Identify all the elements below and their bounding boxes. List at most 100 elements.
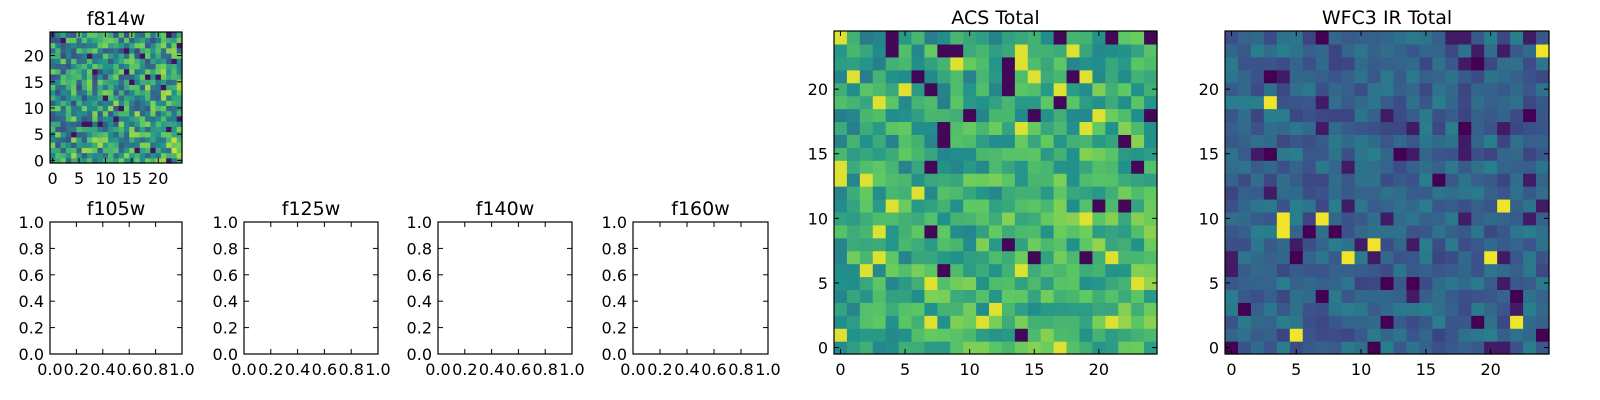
heatmap-cell	[1497, 186, 1511, 200]
heatmap-cell	[1328, 289, 1343, 303]
heatmap-cell	[76, 73, 83, 80]
x-tick-label: 5	[1291, 360, 1301, 379]
heatmap-cell	[1276, 56, 1291, 71]
heatmap-cell	[1445, 328, 1459, 342]
heatmap-cell	[97, 115, 104, 122]
heatmap-cell	[1354, 56, 1369, 71]
heatmap-cell	[834, 328, 848, 342]
heatmap-cell	[1027, 341, 1042, 355]
heatmap-cell	[1079, 95, 1093, 110]
heatmap-cell	[1001, 31, 1016, 45]
heatmap-cell	[1092, 224, 1106, 239]
heatmap-cell	[1380, 95, 1395, 110]
heatmap-cell	[1458, 95, 1472, 110]
heatmap-cell	[155, 79, 162, 85]
heatmap-cell	[834, 250, 848, 265]
heatmap-cell	[937, 147, 951, 161]
heatmap-cell	[1510, 263, 1524, 278]
x-tick-label: 10	[1351, 360, 1371, 379]
x-tick-label: 20	[1481, 360, 1501, 379]
heatmap-cell	[145, 47, 151, 54]
heatmap-cell	[1118, 43, 1132, 58]
heatmap-cell	[1118, 237, 1132, 252]
heatmap-cell	[1302, 198, 1317, 213]
heatmap-cell	[859, 302, 874, 316]
heatmap-cell	[1471, 121, 1485, 135]
heatmap-cell	[108, 157, 114, 164]
heatmap-cell	[1328, 315, 1343, 329]
heatmap-cell	[963, 56, 977, 71]
heatmap-cell	[1536, 302, 1550, 316]
heatmap-cell	[1040, 160, 1055, 174]
heatmap-cell	[834, 341, 848, 355]
heatmap-cell	[885, 250, 900, 265]
heatmap-cell	[989, 211, 1003, 226]
heatmap-cell	[1001, 121, 1016, 135]
heatmap-cell	[1027, 211, 1042, 226]
heatmap-cell	[924, 211, 938, 226]
heatmap-cell	[86, 32, 93, 38]
heatmap-cell	[76, 131, 83, 138]
heatmap-cell	[1458, 108, 1472, 123]
heatmap-cell	[1458, 341, 1472, 355]
heatmap-cell	[1027, 224, 1042, 239]
heatmap-cell	[150, 147, 157, 154]
heatmap-cell	[1419, 31, 1433, 45]
heatmap-cell	[1263, 302, 1278, 316]
heatmap-cell	[963, 276, 977, 290]
heatmap-cell	[1497, 121, 1511, 135]
heatmap-cell	[55, 37, 62, 44]
heatmap-cell	[1250, 82, 1265, 97]
heatmap-cell	[1510, 198, 1524, 213]
heatmap-cell	[1406, 237, 1420, 252]
heatmap-cell	[50, 73, 56, 80]
heatmap-cell	[911, 237, 926, 252]
heatmap-cell	[123, 32, 130, 38]
heatmap-cell	[150, 121, 157, 127]
heatmap-cell	[846, 173, 861, 187]
heatmap-cell	[1471, 69, 1485, 84]
heatmap-cell	[1289, 341, 1304, 355]
heatmap-cell	[71, 32, 77, 38]
heatmap-cell	[97, 126, 104, 133]
heatmap-cell	[1367, 302, 1382, 316]
heatmap-cell	[1131, 263, 1145, 278]
heatmap-cell	[1536, 211, 1550, 226]
heatmap-cell	[86, 37, 93, 44]
heatmap-cell	[1289, 211, 1304, 226]
heatmap-cell	[1367, 211, 1382, 226]
heatmap-cell	[1458, 121, 1472, 135]
heatmap-cell	[872, 237, 887, 252]
heatmap-cell	[65, 89, 72, 96]
heatmap-cell	[950, 134, 964, 148]
heatmap-cell	[1225, 121, 1239, 135]
heatmap-cell	[872, 56, 887, 71]
heatmap-cell	[71, 52, 77, 59]
heatmap-cell	[1341, 289, 1356, 303]
heatmap-cell	[1053, 224, 1068, 239]
heatmap-cell	[1484, 341, 1498, 355]
heatmap-cell	[859, 69, 874, 84]
heatmap-cell	[1510, 211, 1524, 226]
heatmap-cell	[92, 115, 99, 122]
heatmap-cell	[1536, 341, 1550, 355]
heatmap-cell	[1367, 250, 1382, 265]
heatmap-cell	[145, 84, 151, 91]
heatmap-cell	[129, 152, 136, 159]
heatmap-cell	[134, 152, 141, 159]
heatmap-cell	[171, 52, 178, 59]
heatmap-cell	[1263, 237, 1278, 252]
heatmap-cell	[989, 186, 1003, 200]
heatmap-cell	[989, 95, 1003, 110]
heatmap-cell	[1289, 173, 1304, 187]
heatmap-cell	[166, 32, 173, 38]
heatmap-cell	[1276, 328, 1291, 342]
heatmap-cell	[1131, 134, 1145, 148]
heatmap-cell	[1105, 276, 1119, 290]
heatmap-cell	[859, 147, 874, 161]
heatmap-cell	[145, 121, 151, 127]
heatmap-cell	[1445, 121, 1459, 135]
heatmap-cell	[171, 126, 178, 133]
heatmap-cell	[1471, 31, 1485, 45]
heatmap-cell	[108, 152, 114, 159]
